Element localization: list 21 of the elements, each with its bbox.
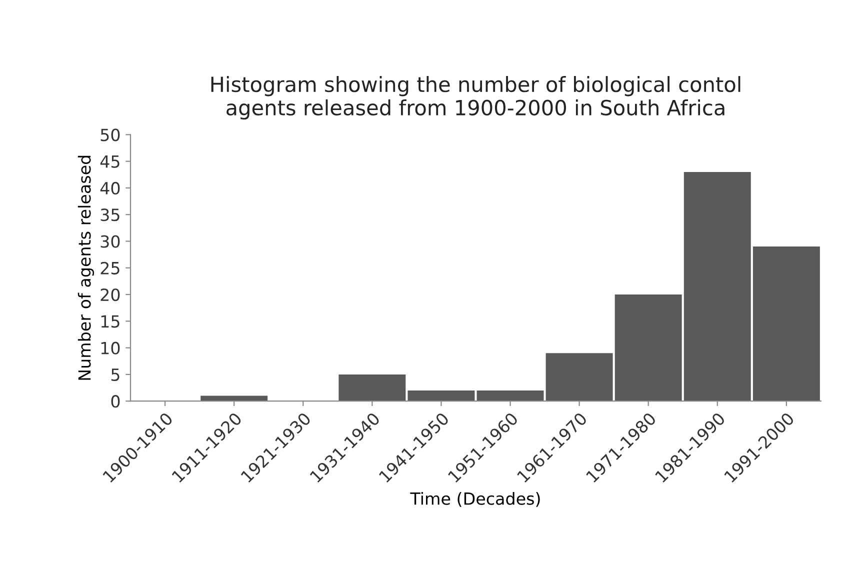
y-tick-label: 10 xyxy=(101,342,120,354)
y-tick-label: 20 xyxy=(100,288,120,302)
y-tick-label: 45 xyxy=(100,155,120,168)
chart-title: Histogram showing the number of biological contol agents released from 1900-2000 in South Africa xyxy=(211,76,740,120)
bar xyxy=(476,390,544,402)
y-tick-label: 40 xyxy=(100,182,120,195)
y-tick-label: 35 xyxy=(100,208,120,222)
bar xyxy=(408,390,475,402)
y-tick-label: 5 xyxy=(111,368,120,382)
bar xyxy=(684,172,751,402)
bar xyxy=(338,374,406,402)
y-tick-label: 50 xyxy=(100,128,120,142)
y-axis-title: Number of agents released xyxy=(78,156,94,380)
y-tick-label: 15 xyxy=(101,315,120,328)
y-tick-label: 25 xyxy=(100,262,120,274)
bar xyxy=(752,246,820,402)
y-tick-label: 0 xyxy=(111,395,120,408)
bar xyxy=(614,294,682,402)
y-tick-label: 30 xyxy=(100,235,120,248)
bar xyxy=(546,353,613,402)
x-axis-title: Time (Decades) xyxy=(410,492,540,507)
